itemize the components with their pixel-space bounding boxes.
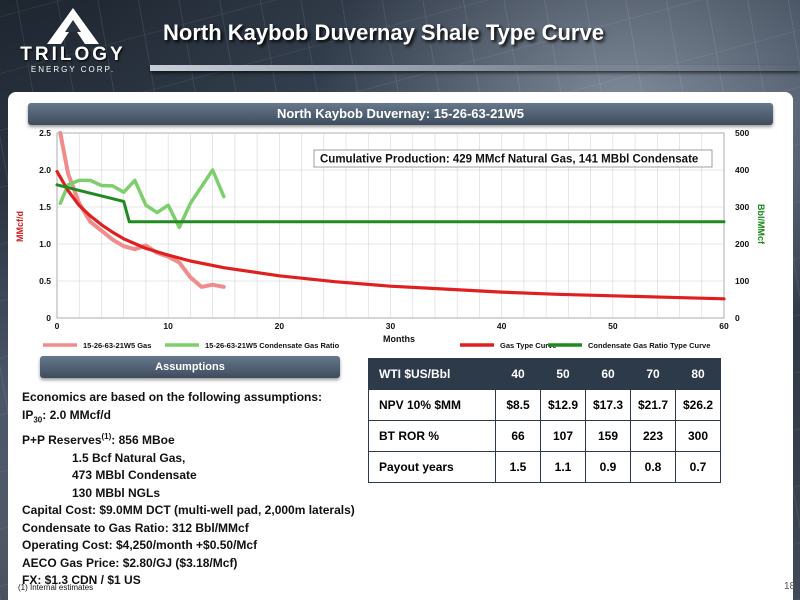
econ-ip-label: IP xyxy=(22,407,34,422)
economics-table: WTI $US/Bbl 40 50 60 70 80 NPV 10% $MM $… xyxy=(368,358,721,483)
assumptions-header: Assumptions xyxy=(40,356,340,378)
y-axis-label: MMcf/d xyxy=(15,211,25,242)
legend-label: Condensate Gas Ratio Type Curve xyxy=(588,341,710,350)
econ-reserves-sup: (1) xyxy=(101,432,112,442)
y-tick-label: 0 xyxy=(46,313,51,323)
table-cell: 0.8 xyxy=(630,451,676,483)
table-header-cell: 70 xyxy=(630,358,676,390)
table-cell: $21.7 xyxy=(630,389,676,421)
econ-ip-value: : 2.0 MMcf/d xyxy=(42,407,111,422)
legend-label: Gas Type Curve xyxy=(500,341,557,350)
econ-aeco: AECO Gas Price: $2.80/GJ ($3.18/Mcf) xyxy=(22,555,238,570)
table-cell: 159 xyxy=(585,420,631,452)
y-tick-label: 0.5 xyxy=(39,276,51,286)
type-curve-chart: 0 10 20 30 40 50 60 0 0.5 1.0 1.5 2.0 2.5 0 100 200 300 4… xyxy=(15,128,766,350)
y2-tick-label: 400 xyxy=(735,165,749,175)
table-cell: $8.5 xyxy=(495,389,541,421)
y2-tick-label: 200 xyxy=(735,239,749,249)
table-cell: 300 xyxy=(675,420,721,452)
y2-tick-label: 300 xyxy=(735,202,749,212)
logo-subtitle: ENERGY CORP. xyxy=(30,65,116,74)
legend-label: 15-26-63-21W5 Condensate Gas Ratio xyxy=(205,341,340,350)
y-tick-label: 2.5 xyxy=(39,128,51,138)
series-line-3 xyxy=(55,169,726,301)
chart-annotation-group: Cumulative Production: 429 MMcf Natural … xyxy=(313,149,713,168)
logo-wordmark: TRILOGY xyxy=(20,44,126,65)
x-axis-label: Months xyxy=(383,334,415,344)
y2-tick-label: 500 xyxy=(735,128,749,138)
company-logo: TRILOGY ENERGY CORP. xyxy=(8,6,138,78)
table-row: BT ROR % 66 107 159 223 300 xyxy=(368,420,721,452)
y2-tick-label: 100 xyxy=(735,276,749,286)
econ-cgr: Condensate to Gas Ratio: 312 Bbl/MMcf xyxy=(22,520,249,535)
table-cell: $26.2 xyxy=(675,389,721,421)
table-row: Payout years 1.5 1.1 0.9 0.8 0.7 xyxy=(368,451,721,483)
table-cell: 1.1 xyxy=(540,451,586,483)
table-header-row: WTI $US/Bbl 40 50 60 70 80 xyxy=(368,358,721,390)
chart-axes: 0 10 20 30 40 50 60 0 0.5 1.0 1.5 2.0 2.5 0 100 200 300 4… xyxy=(39,128,749,331)
econ-opex: Operating Cost: $4,250/month +$0.50/Mcf xyxy=(22,538,258,553)
x-tick-label: 50 xyxy=(608,321,618,331)
table-header-label: WTI $US/Bbl xyxy=(368,358,496,390)
table-header-cell: 80 xyxy=(675,358,721,390)
x-tick-label: 10 xyxy=(163,321,173,331)
y2-tick-label: 0 xyxy=(735,313,740,323)
table-header-cell: 40 xyxy=(495,358,541,390)
chart-series xyxy=(55,131,726,301)
econ-reserves-label: P+P Reserves xyxy=(22,433,102,448)
table-cell: 0.9 xyxy=(585,451,631,483)
table-cell: $17.3 xyxy=(585,389,631,421)
econ-reserves-value: : 856 MBoe xyxy=(111,433,175,448)
series-line-4 xyxy=(55,183,726,224)
table-cell: 66 xyxy=(495,420,541,452)
footnote: (1) Internal estimates xyxy=(18,583,94,592)
table-cell: $12.9 xyxy=(540,389,586,421)
y-tick-label: 1.5 xyxy=(39,202,51,212)
econ-capital: Capital Cost: $9.0MM DCT (multi-well pad… xyxy=(22,503,355,518)
x-tick-label: 60 xyxy=(719,321,729,331)
table-row-label: Payout years xyxy=(368,451,496,483)
chart-legend: 15-26-63-21W5 Gas 15-26-63-21W5 Condensat… xyxy=(43,341,710,350)
table-cell: 1.5 xyxy=(495,451,541,483)
econ-intro: Economics are based on the following ass… xyxy=(22,390,323,404)
table-header-cell: 60 xyxy=(585,358,631,390)
table-row-label: BT ROR % xyxy=(368,420,496,452)
page-title: North Kaybob Duvernay Shale Type Curve xyxy=(163,20,604,45)
econ-condensate: 473 MBbl Condensate xyxy=(72,468,197,483)
y-tick-label: 2.0 xyxy=(39,165,51,175)
x-tick-label: 40 xyxy=(497,321,507,331)
page-number: 18 xyxy=(784,581,796,592)
econ-ip-sub: 30 xyxy=(33,414,43,424)
chart-annotation: Cumulative Production: 429 MMcf Natural … xyxy=(320,154,698,166)
table-cell: 107 xyxy=(540,420,586,452)
logo-mark-icon xyxy=(47,8,99,44)
x-tick-label: 20 xyxy=(275,321,285,331)
table-cell: 223 xyxy=(630,420,676,452)
econ-ngls: 130 MBbl NGLs xyxy=(72,485,161,500)
series-line-2 xyxy=(58,168,226,230)
annotation-box xyxy=(313,149,713,168)
chart-header: North Kaybob Duvernay: 15-26-63-21W5 xyxy=(28,103,773,125)
table-header-cell: 50 xyxy=(540,358,586,390)
econ-gas: 1.5 Bcf Natural Gas, xyxy=(72,450,186,465)
x-tick-label: 30 xyxy=(386,321,396,331)
table-cell: 0.7 xyxy=(675,451,721,483)
econ-ip: IP30: 2.0 MMcf/d xyxy=(22,407,355,429)
x-tick-label: 0 xyxy=(55,321,60,331)
economics-assumptions: Economics are based on the following ass… xyxy=(22,389,355,590)
table-row-label: NPV 10% $MM xyxy=(368,389,496,421)
y-tick-label: 1.0 xyxy=(39,239,51,249)
econ-fx: FX: $1.3 CDN / $1 US xyxy=(22,573,141,588)
table-row: NPV 10% $MM $8.5 $12.9 $17.3 $21.7 $26.2 xyxy=(368,389,721,421)
econ-reserves: P+P Reserves(1): 856 MBoe xyxy=(22,428,355,450)
title-underline xyxy=(150,65,800,71)
legend-label: 15-26-63-21W5 Gas xyxy=(83,341,151,350)
y2-axis-label: Bbl/MMcf xyxy=(756,204,766,245)
